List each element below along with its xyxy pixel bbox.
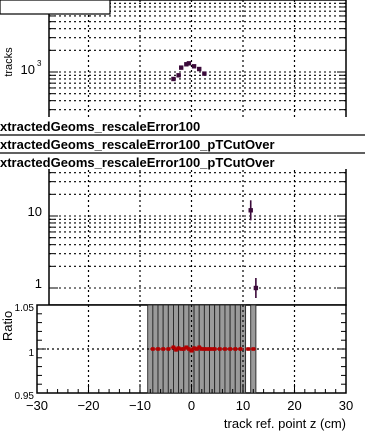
ratio-data-point (212, 347, 217, 351)
x-tick-label: −30 (26, 398, 48, 413)
ratio-data-points (149, 345, 257, 353)
ratio-data-point (238, 347, 243, 351)
upper-data-point (186, 61, 192, 66)
x-tick-label: 10 (236, 398, 250, 413)
upper-data-point (197, 66, 202, 72)
upper-data-point (202, 71, 207, 76)
upper-data-point (184, 62, 189, 67)
ratio-data-point (218, 347, 222, 351)
lower-ticks (36, 304, 347, 394)
ratio-data-point (192, 346, 196, 350)
legend-box (0, 117, 365, 169)
upper-data-point (179, 65, 184, 70)
upper-y-tick-label-10: 10 (28, 204, 42, 219)
upper-data-point (248, 208, 253, 213)
ratio-data-point (166, 347, 171, 351)
ratio-data-point (189, 348, 194, 353)
upper-grid (49, 0, 346, 305)
upper-y-axis-label: tracks (3, 47, 15, 77)
legend-entry-2: xtractedGeoms_rescaleError100_pTCutOver (0, 137, 275, 152)
ratio-data-point (233, 347, 238, 351)
ratio-data-point (197, 345, 202, 350)
x-tick-label: 20 (287, 398, 301, 413)
ratio-data-point (156, 347, 160, 351)
ratio-data-point (151, 347, 155, 351)
upper-y-tick-label-1: 1 (35, 276, 42, 291)
lower-y-axis-label: Ratio (0, 311, 15, 341)
x-tick-label: −20 (77, 398, 99, 413)
lower-y-tick-label-0.95: 0.95 (15, 391, 35, 402)
lower-y-tick-label-1: 1 (28, 348, 34, 359)
upper-data-point (171, 76, 176, 82)
lower-y-tick-label-1.05: 1.05 (15, 303, 35, 314)
ratio-data-point (184, 345, 189, 350)
upper-data-points (171, 61, 259, 298)
ratio-data-point (181, 347, 186, 351)
ratio-data-point (246, 347, 250, 351)
upper-y-tick-label-1000-exponent: 3 (37, 59, 42, 68)
upper-data-point (191, 64, 197, 69)
upper-data-point (176, 73, 181, 78)
upper-y-tick-label-1000-base: 10 (21, 62, 35, 77)
x-tick-label: −10 (129, 398, 151, 413)
ratio-data-point (161, 347, 165, 351)
x-tick-label: 0 (188, 398, 195, 413)
ratio-data-point (176, 346, 181, 350)
legend-entry-3: xtractedGeoms_rescaleError100_pTCutOver (0, 155, 275, 170)
lower-grid (37, 305, 346, 393)
lower-panel: Ratio 0.95 1 1.05 −30 −20 −10 0 10 20 30 track… (0, 303, 353, 431)
x-tick-labels: −30 −20 −10 0 10 20 30 (26, 398, 353, 413)
legend-entry-1: xtractedGeoms_rescaleError100 (0, 119, 200, 134)
ratio-data-point (171, 345, 176, 350)
ratio-data-point (251, 347, 256, 351)
upper-data-point (253, 285, 259, 291)
ratio-data-point (194, 347, 199, 351)
ratio-data-point (174, 348, 178, 352)
legend: xtractedGeoms_rescaleError100 xtractedGe… (0, 0, 365, 170)
x-tick-label: 30 (339, 398, 353, 413)
ratio-data-point (228, 347, 232, 351)
ratio-data-point (223, 347, 227, 351)
legend-top-box (0, 0, 111, 15)
ratio-data-point (187, 347, 191, 351)
x-axis-label: track ref. point z (cm) (224, 416, 346, 431)
